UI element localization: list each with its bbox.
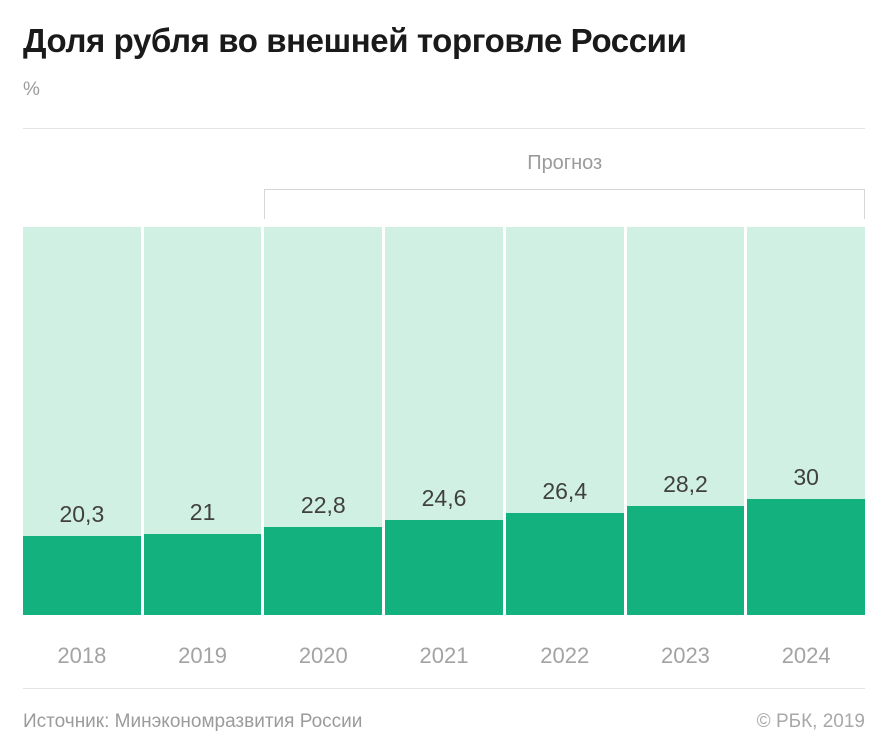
bar-fill [505,512,624,615]
bar-value-label: 28,2 [663,470,708,497]
bar-group-2022: 26,4 [505,227,624,615]
x-axis-label-2023: 2023 [660,643,710,668]
x-axis-label-2020: 2020 [298,643,348,668]
x-axis-label-2019: 2019 [178,643,228,668]
x-axis-label-2022: 2022 [540,643,590,668]
footer: Источник: Минэкономразвития России © РБК… [23,711,865,733]
bar-value-label: 30 [793,463,819,490]
forecast-label: Прогноз [527,152,603,174]
bar-group-2018: 20,3 [23,227,141,615]
x-axis-labels: 2018 2019 2020 2021 2022 2023 2024 [23,643,865,669]
bar-fill [747,498,866,615]
bar-fill [626,505,745,615]
forecast-bracket [264,189,865,219]
bar-value-label: 26,4 [542,477,588,504]
bar-group-2021: 24,6 [385,227,503,615]
bar-fill [143,533,262,615]
bar-value-label: 22,8 [300,491,346,518]
source-note: Источник: Минэкономразвития России [23,711,363,732]
unit-label: % [23,79,40,100]
x-axis-label-2018: 2018 [57,643,107,668]
bar-group-2019: 21 [143,227,262,615]
bar-fill [385,519,503,615]
chart-title: Доля рубля во внешней торговле России [23,22,687,59]
copyright-note: © РБК, 2019 [756,711,865,732]
footer-divider [23,688,865,689]
bar-group-2023: 28,2 [626,227,745,615]
x-axis-label-2024: 2024 [781,643,831,668]
header-divider [23,128,865,129]
bar-value-label: 24,6 [421,484,467,511]
bar-fill [264,526,383,615]
bar-value-label: 21 [189,498,216,525]
bar-plot: 20,3 21 22,8 24,6 26,4 28,2 30 [23,227,866,615]
bar-value-label: 20,3 [59,501,105,528]
bar-fill [23,536,141,615]
bar-group-2020: 22,8 [264,227,383,615]
x-axis-label-2021: 2021 [419,643,469,668]
bar-group-2024: 30 [747,227,866,615]
